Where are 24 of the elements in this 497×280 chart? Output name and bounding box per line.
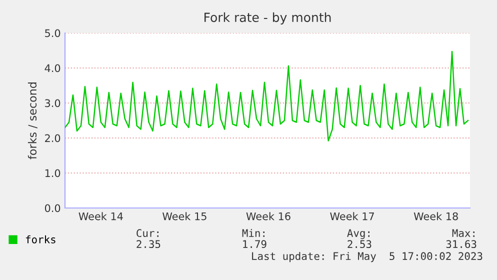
x-tick-label: Week 15: [162, 212, 206, 220]
text: 2.53: [348, 240, 372, 248]
text: Max:: [452, 229, 474, 238]
x-tick-label: Week 17: [330, 212, 374, 220]
text: 2.35: [136, 240, 160, 248]
y-tick-label: 1.0: [45, 169, 60, 178]
y-tick-label: 2.0: [45, 134, 60, 142]
text: 31.63: [446, 240, 476, 248]
text: Cur:: [136, 229, 158, 238]
chart-title: Fork rate - by month: [204, 12, 331, 24]
legend-label: forks: [26, 235, 56, 244]
y-tick-label: 5.0: [45, 29, 60, 38]
y-tick-label: 0.0: [44, 204, 60, 212]
line-series: [65, 50, 469, 142]
text: Last update: Fri May 5 17:00:02 2023: [252, 252, 482, 262]
text: 1.79: [243, 240, 266, 248]
y-axis-title: forks / second: [28, 82, 38, 160]
x-tick-label: Week 14: [78, 212, 123, 220]
y-tick-label: 3.0: [45, 99, 60, 108]
text: Avg:: [347, 229, 370, 240]
y-tick-label: 4.0: [44, 64, 60, 72]
x-tick-label: Week 16: [246, 212, 290, 220]
text: Min:: [242, 228, 264, 237]
x-tick-label: Week 18: [414, 212, 458, 220]
